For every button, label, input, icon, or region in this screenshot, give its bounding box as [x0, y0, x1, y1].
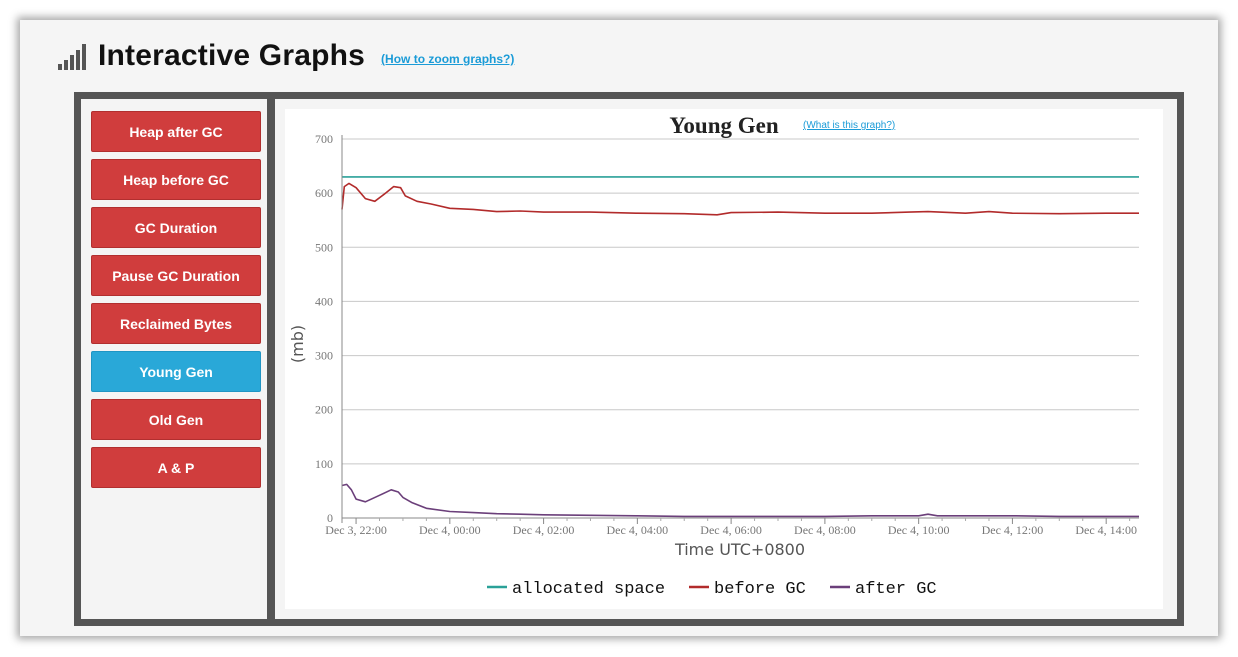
heap-before-gc-button[interactable]: Heap before GC: [91, 159, 261, 200]
legend-label-before-gc: before GC: [714, 580, 806, 599]
plot-background: [285, 109, 1163, 609]
x-tick-label: Dec 4, 08:00: [794, 523, 856, 537]
x-tick-label: Dec 4, 04:00: [607, 523, 669, 537]
x-tick-label: Dec 3, 22:00: [325, 523, 387, 537]
x-tick-label: Dec 4, 00:00: [419, 523, 481, 537]
series-line-before-gc: [341, 182, 1139, 216]
x-tick-label: Dec 4, 06:00: [700, 523, 762, 537]
chart-title: Young Gen: [669, 113, 778, 138]
heap-after-gc-button[interactable]: Heap after GC: [91, 111, 261, 152]
legend: allocated space before GC after GC: [487, 580, 937, 599]
what-is-this-graph-link[interactable]: (What is this graph?): [803, 120, 895, 131]
page-title: Interactive Graphs: [98, 39, 366, 72]
legend-label-allocated-space: allocated space: [512, 580, 665, 599]
y-tick-label: 600: [315, 186, 333, 200]
series-line-after-gc: [341, 483, 1139, 518]
x-tick-label: Dec 4, 10:00: [888, 523, 950, 537]
old-gen-button[interactable]: Old Gen: [91, 399, 261, 440]
x-tick-label: Dec 4, 02:00: [513, 523, 575, 537]
legend-label-after-gc: after GC: [855, 580, 937, 599]
y-tick-label: 700: [315, 132, 333, 146]
y-tick-label: 0: [327, 511, 333, 525]
pause-gc-duration-button[interactable]: Pause GC Duration: [91, 255, 261, 296]
y-tick-label: 200: [315, 403, 333, 417]
y-tick-label: 400: [315, 294, 333, 308]
y-axis-label: (mb): [288, 325, 307, 363]
y-tick-label: 500: [315, 240, 333, 254]
x-axis-label: Time UTC+0800: [674, 540, 805, 559]
x-tick-label: Dec 4, 14:00: [1075, 523, 1137, 537]
young-gen-button[interactable]: Young Gen: [91, 351, 261, 392]
x-tick-label: Dec 4, 12:00: [982, 523, 1044, 537]
header: Interactive Graphs (How to zoom graphs?): [58, 36, 514, 76]
reclaimed-bytes-button[interactable]: Reclaimed Bytes: [91, 303, 261, 344]
y-tick-label: 100: [315, 457, 333, 471]
y-tick-label: 300: [315, 349, 333, 363]
young-gen-chart[interactable]: 0 100 200 300 400 500 600 700 Dec 3, 22:00 Dec 4,…: [275, 99, 1177, 619]
signal-bars-icon: [58, 42, 90, 70]
a-and-p-button[interactable]: A & P: [91, 447, 261, 488]
chart-area: 0 100 200 300 400 500 600 700 Dec 3, 22:00 Dec 4,…: [275, 99, 1177, 619]
graph-sidebar: Heap after GC Heap before GC GC Duration…: [81, 99, 267, 619]
gc-duration-button[interactable]: GC Duration: [91, 207, 261, 248]
series-layer: [341, 176, 1139, 518]
how-to-zoom-link[interactable]: (How to zoom graphs?): [381, 52, 515, 66]
graphs-panel: Interactive Graphs (How to zoom graphs?)…: [20, 20, 1218, 636]
graph-frame: Heap after GC Heap before GC GC Duration…: [74, 92, 1184, 626]
axes: 0 100 200 300 400 500 600 700 Dec 3, 22:00 Dec 4,…: [315, 132, 1139, 537]
